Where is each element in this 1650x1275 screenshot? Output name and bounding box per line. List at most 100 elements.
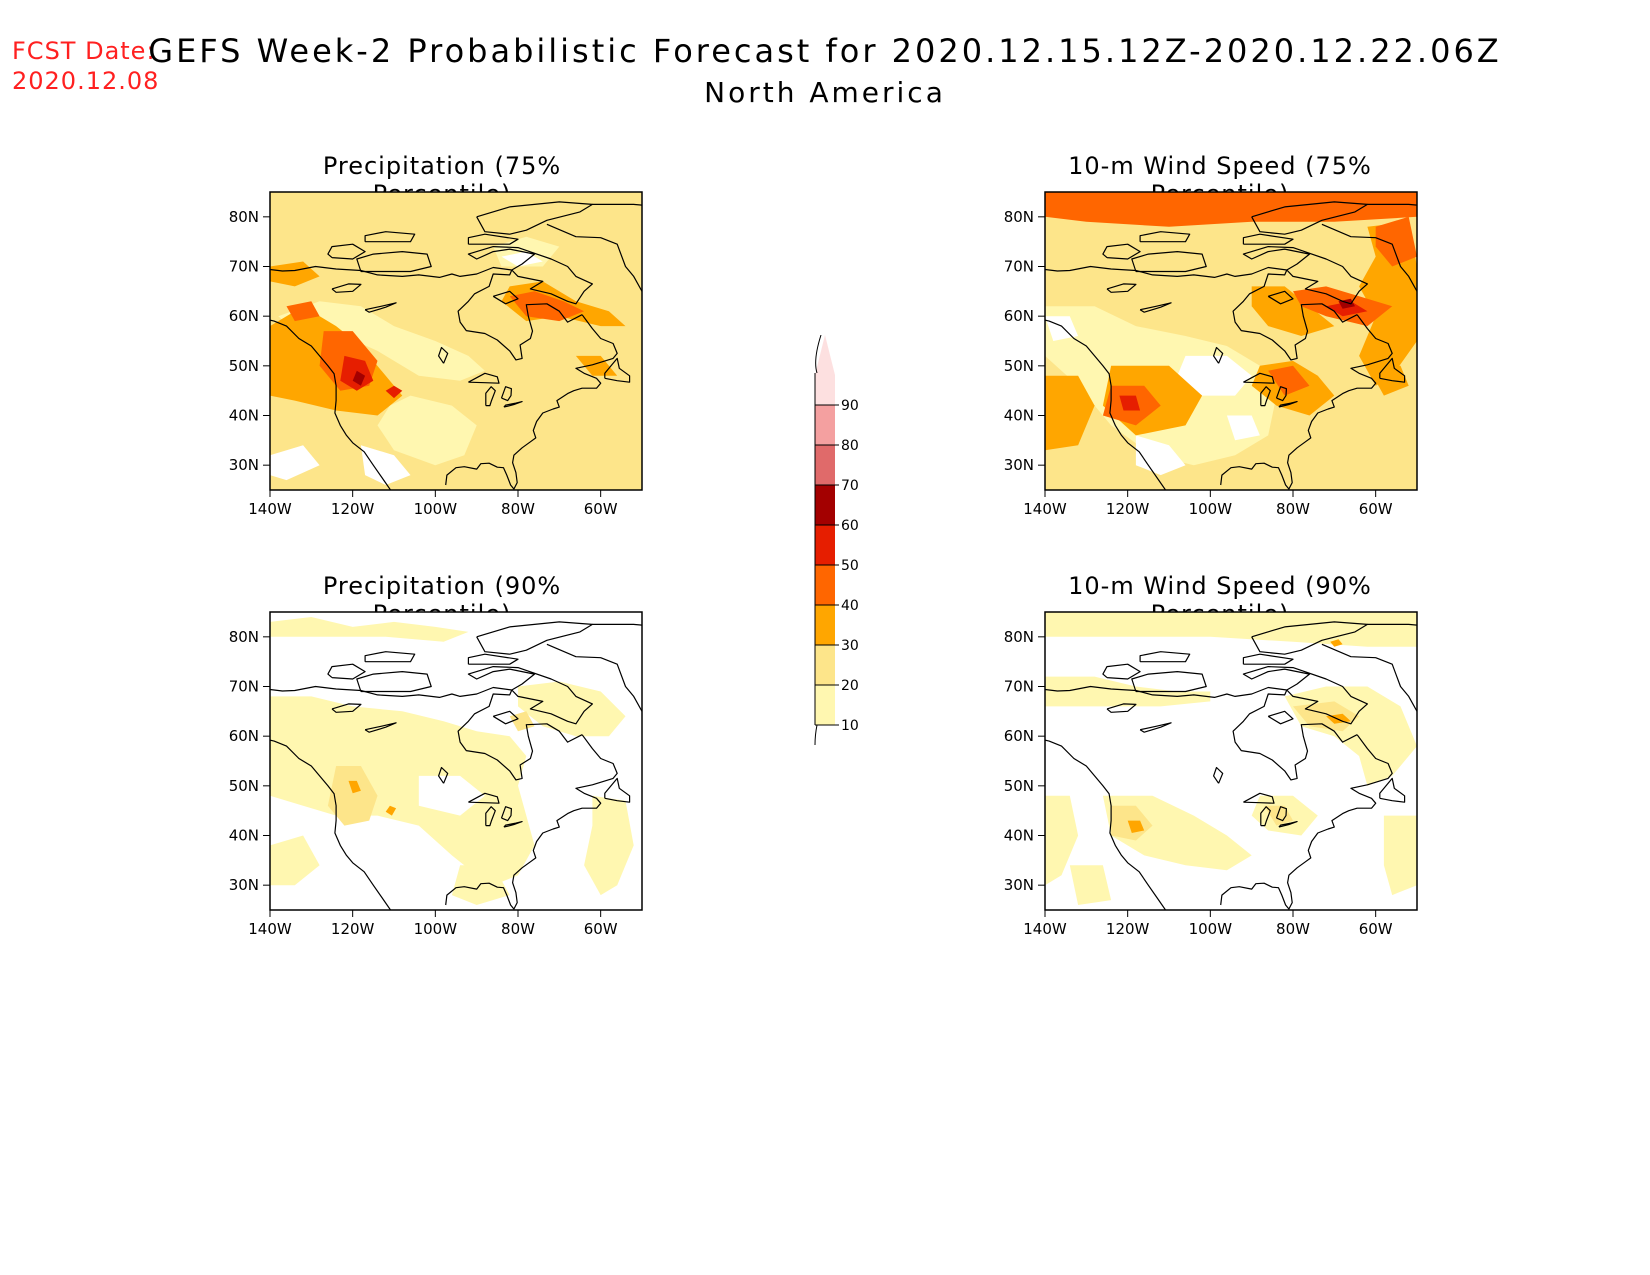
probability-contour-fill: [270, 445, 320, 481]
lat-tick-label: 80N: [229, 208, 259, 226]
colorbar-tick-label: 40: [841, 598, 859, 614]
probability-contour-fill: [1045, 192, 1417, 227]
coastline-greenlandTop: [592, 623, 642, 626]
colorbar-tick-label: 80: [841, 438, 859, 454]
lon-tick-label: 60W: [584, 920, 618, 938]
coastline-greatBear: [1106, 283, 1137, 293]
coastline-hudsonBay: [1232, 269, 1358, 361]
lat-tick-label: 30N: [1004, 876, 1034, 894]
colorbar-segment: [815, 645, 835, 685]
coastline-banks: [327, 243, 366, 260]
coastline-banks: [1102, 663, 1141, 680]
coastline-lakeMich: [485, 806, 496, 827]
probability-contour-fill: [360, 445, 411, 485]
lat-tick-label: 60N: [1004, 307, 1034, 325]
lon-tick-label: 140W: [248, 500, 292, 518]
probability-contour-fill: [270, 696, 535, 886]
probability-contour-fill: [1045, 375, 1095, 451]
colorbar-tick-label: 20: [841, 678, 859, 694]
map-frame: [1044, 191, 1418, 491]
coastline-winnipeg: [1213, 766, 1224, 784]
coastline-southampton: [492, 290, 519, 305]
map-panel-precip-75: 80N 70N 60N 50N 40N 30N 140W 120W 100W 80W 60W: [229, 191, 643, 518]
lat-tick-label: 40N: [1004, 827, 1034, 845]
lon-tick-label: 140W: [1023, 920, 1067, 938]
coastline-lakeHuron: [1275, 806, 1287, 822]
coastline-lakeSup: [468, 792, 500, 804]
probability-contour-fill: [1330, 639, 1343, 647]
coastline-lakeErie: [503, 821, 523, 828]
map-panel-precip-90: 80N 70N 60N 50N 40N 30N 140W 120W 100W 80W 60W: [229, 611, 643, 938]
lon-tick-label: 120W: [331, 920, 375, 938]
coastline-banks: [327, 663, 366, 680]
coastline-victoria: [356, 250, 432, 273]
probability-contour-fill: [327, 766, 378, 826]
page-title: GEFS Week-2 Probabilistic Forecast for 2…: [148, 32, 1502, 70]
probability-contour-fill: [451, 865, 510, 905]
map-content: [270, 612, 642, 910]
colorbar-tick-label: 70: [841, 478, 859, 494]
colorbar-tick-label: 10: [841, 718, 859, 734]
fcst-label-text: FCST Date:: [12, 37, 156, 65]
coastline-melville: [364, 231, 416, 243]
probability-contour-fill: [1383, 815, 1417, 896]
probability-contour-fill: [1127, 820, 1145, 833]
lat-tick-label: 40N: [229, 407, 259, 425]
coastline-baffin: [1242, 665, 1368, 725]
colorbar-bottom-cap: [814, 724, 818, 745]
coastline-lakeErie: [1278, 401, 1298, 408]
coastline-newfoundland: [604, 357, 631, 383]
probability-contour-fill: [1226, 415, 1260, 441]
lat-tick-label: 60N: [229, 727, 259, 745]
coastline-arcticMain: [1045, 685, 1287, 699]
coastline-arcticMain: [1045, 265, 1287, 279]
colorbar-tick-label: 30: [841, 638, 859, 654]
coastline-winnipeg: [438, 346, 449, 364]
lon-tick-label: 80W: [501, 500, 535, 518]
coastline-greatBear: [1106, 703, 1137, 713]
colorbar-segment: [815, 605, 835, 645]
coastline-victoria: [1131, 250, 1207, 273]
colorbar-tick-label: 90: [841, 398, 859, 414]
map-frame: [269, 611, 643, 911]
coastline-hudsonBay: [457, 269, 583, 361]
coastline-greatBear: [331, 283, 362, 293]
probability-contour-fill: [1177, 355, 1252, 396]
probability-contour-fill: [278, 301, 485, 381]
lat-tick-label: 70N: [229, 258, 259, 276]
map-content: [1045, 612, 1417, 910]
probability-contour-fill: [1069, 865, 1112, 905]
coastline-greenland: [546, 643, 642, 713]
lon-tick-label: 80W: [1276, 920, 1310, 938]
lon-tick-label: 60W: [1359, 920, 1393, 938]
lon-tick-label: 140W: [1023, 500, 1067, 518]
lat-tick-label: 80N: [1004, 208, 1034, 226]
coastline-baffin: [1242, 245, 1368, 305]
colorbar-segment: [815, 405, 835, 445]
probability-contour-fill: [1045, 676, 1211, 707]
probability-contour-fill: [418, 775, 485, 816]
coastline-baffin: [467, 245, 593, 305]
lat-tick-label: 40N: [229, 827, 259, 845]
lat-tick-label: 80N: [1004, 628, 1034, 646]
coastline-greatSlave: [1139, 302, 1172, 313]
lon-tick-label: 60W: [1359, 500, 1393, 518]
probability-contour-fill: [584, 795, 634, 896]
lon-tick-label: 80W: [1276, 500, 1310, 518]
probability-contour-fill: [377, 395, 477, 466]
coastline-devon: [1242, 653, 1294, 665]
coastline-baffin: [467, 665, 593, 725]
coastline-westCoast: [1045, 319, 1167, 490]
coastline-gulfCoast: [1220, 314, 1393, 490]
lon-tick-label: 100W: [414, 920, 458, 938]
colorbar-segment: [815, 445, 835, 485]
map-content: [270, 192, 642, 490]
lon-tick-label: 120W: [331, 500, 375, 518]
coastline-melville: [1139, 651, 1191, 663]
lat-tick-label: 50N: [229, 357, 259, 375]
lat-tick-label: 30N: [229, 456, 259, 474]
probability-contour-fill: [1375, 216, 1417, 267]
lat-tick-label: 70N: [1004, 678, 1034, 696]
coastline-lakeErie: [503, 401, 523, 408]
probability-contour-fill: [1367, 365, 1409, 396]
